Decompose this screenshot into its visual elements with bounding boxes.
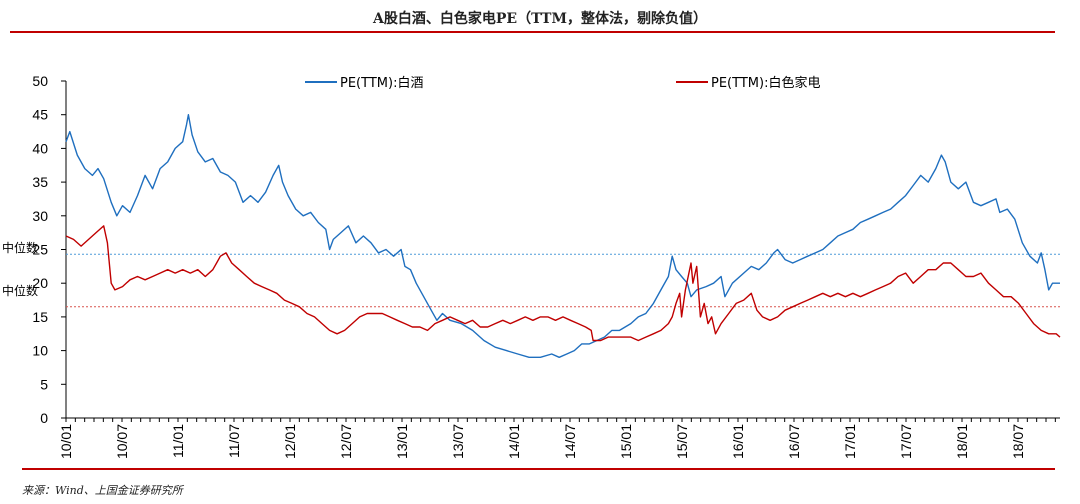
y-tick-label: 10	[32, 343, 48, 359]
y-tick-label: 50	[32, 73, 48, 89]
x-tick-label: 17/01	[842, 424, 858, 459]
x-tick-label: 10/07	[114, 424, 130, 459]
y-tick-label: 20	[32, 275, 48, 291]
legend-label: PE(TTM):白酒	[340, 75, 423, 91]
y-tick-label: 45	[32, 107, 48, 123]
series-line-baijiu	[65, 114, 1060, 358]
y-tick-label: 0	[40, 410, 48, 426]
axes-layer: 0 5 10 15 20 25 30 35 40 45 50 10/01 10/07 11/01 11/07…	[32, 73, 1060, 459]
x-tick-label: 11/07	[226, 424, 242, 458]
x-tick-label: 11/01	[170, 424, 186, 458]
source-note: 来源：Wind、上国金证券研究所	[22, 484, 183, 497]
legend: PE(TTM):白酒 PE(TTM):白色家电	[305, 75, 820, 91]
y-tick-label: 30	[32, 208, 48, 224]
y-tick-label: 40	[32, 140, 48, 156]
chart-title: A股白酒、白色家电PE（TTM，整体法，剔除负值）	[373, 11, 707, 27]
x-tick-label: 12/01	[282, 424, 298, 459]
x-tick-label: 16/07	[786, 424, 802, 459]
y-tick-label: 25	[32, 242, 48, 258]
x-tick-label: 16/01	[730, 424, 746, 459]
series-layer	[65, 114, 1061, 358]
x-tick-label: 12/07	[338, 424, 354, 459]
x-tick-label: 17/07	[898, 424, 914, 459]
chart-canvas: 0 5 10 15 20 25 30 35 40 45 50 10/01 10/07 11/01 11/07…	[2, 73, 1061, 459]
x-tick-label: 15/01	[618, 424, 634, 459]
top-divider	[10, 31, 1055, 33]
x-tick-label: 14/07	[562, 424, 578, 459]
series-line-home-appliance	[65, 225, 1061, 342]
median-label: 中位数	[2, 240, 38, 255]
legend-label: PE(TTM):白色家电	[711, 75, 820, 91]
y-tick-label: 35	[32, 174, 48, 190]
x-tick-label: 15/07	[674, 424, 690, 459]
x-tick-label: 18/07	[1010, 424, 1026, 459]
x-tick-label: 13/07	[450, 424, 466, 459]
median-label: 中位数	[2, 283, 38, 298]
x-tick-label: 10/01	[58, 424, 74, 459]
x-tick-label: 13/01	[394, 424, 410, 459]
x-tick-label: 18/01	[954, 424, 970, 459]
y-tick-label: 15	[32, 309, 48, 325]
x-tick-label: 14/01	[506, 424, 522, 459]
bottom-divider	[22, 468, 1055, 470]
y-tick-label: 5	[40, 376, 48, 392]
